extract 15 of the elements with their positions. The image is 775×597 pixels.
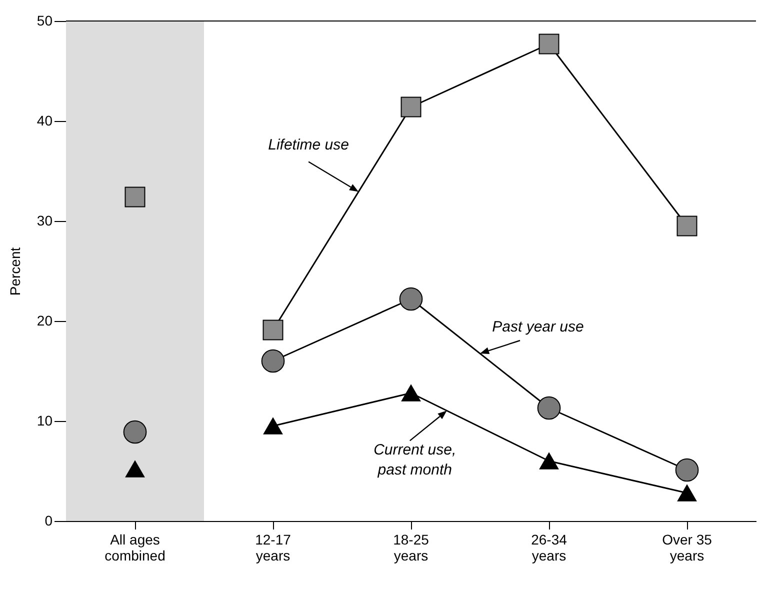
x-tick-label: 12-17 years [255, 532, 292, 564]
legend-label: Current use, past month [374, 442, 456, 479]
series-label: Lifetime use [268, 136, 349, 154]
y-tick-label: 10 [36, 412, 53, 428]
x-tick-label: 18-25 years [393, 532, 430, 564]
y-tick-label: 30 [36, 212, 53, 228]
y-tick-label: 0 [44, 512, 53, 528]
x-tick-label: All ages combined [104, 532, 166, 564]
x-tick-label: Over 35 years [662, 532, 712, 564]
x-tick-label: 26-34 years [531, 532, 568, 564]
y-axis-title: Percent [6, 247, 23, 296]
series-label: Past year use [492, 318, 584, 336]
y-tick-label: 40 [36, 112, 53, 128]
y-tick-label: 20 [36, 312, 53, 328]
y-tick-label: 50 [36, 12, 53, 28]
